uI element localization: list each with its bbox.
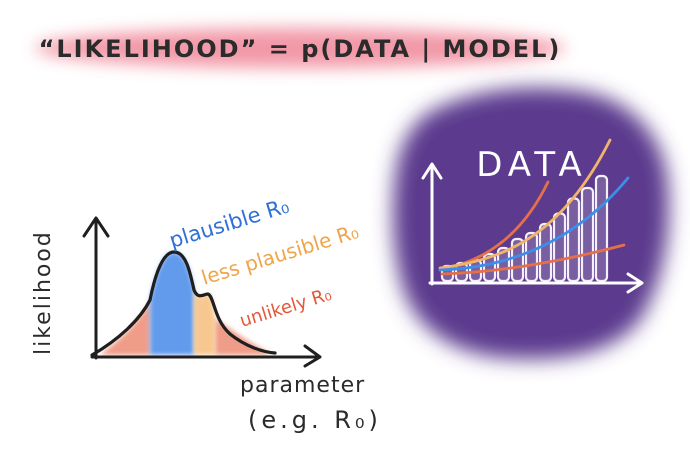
likelihood-curve [90, 250, 277, 357]
likelihood-curve-panel: likelihood parameter (e.g. R₀) plausible… [31, 194, 382, 434]
model-fit-curves [438, 138, 630, 276]
data-bar [552, 212, 567, 283]
banner-highlight [35, 28, 565, 68]
x-axis-label-line2: (e.g. R₀) [248, 406, 382, 434]
data-title: DATA [476, 145, 588, 185]
model-fit-curve-mid [438, 176, 630, 272]
model-fit-curve-flat [440, 243, 626, 276]
data-bar [510, 237, 525, 283]
less-plausible-region [194, 290, 215, 355]
data-y-axis-arrowhead [421, 162, 443, 180]
y-axis-label: likelihood [31, 230, 56, 355]
data-bar [482, 252, 497, 283]
unlikely-region-left [100, 300, 150, 355]
data-bar [538, 222, 553, 283]
banner-equation: “LIKELIHOOD” = p(DATA | MODEL) [39, 35, 562, 63]
data-blob [393, 87, 669, 360]
y-axis-arrowhead [82, 216, 110, 238]
x-axis-label-line1: parameter [240, 373, 365, 398]
data-panel: DATA [393, 87, 669, 360]
model-fit-curve-upper [438, 138, 612, 270]
data-bar [496, 246, 511, 283]
unlikely-label: unlikely R₀ [237, 284, 334, 332]
data-bar [580, 186, 595, 283]
title-banner: “LIKELIHOOD” = p(DATA | MODEL) [35, 28, 565, 68]
data-bar [594, 174, 609, 283]
data-bar [524, 231, 539, 283]
plausible-region [150, 252, 194, 355]
data-bar [566, 197, 581, 283]
x-axis-arrowhead [303, 344, 322, 368]
unlikely-region-right [215, 318, 268, 355]
data-x-axis-arrowhead [626, 272, 644, 294]
